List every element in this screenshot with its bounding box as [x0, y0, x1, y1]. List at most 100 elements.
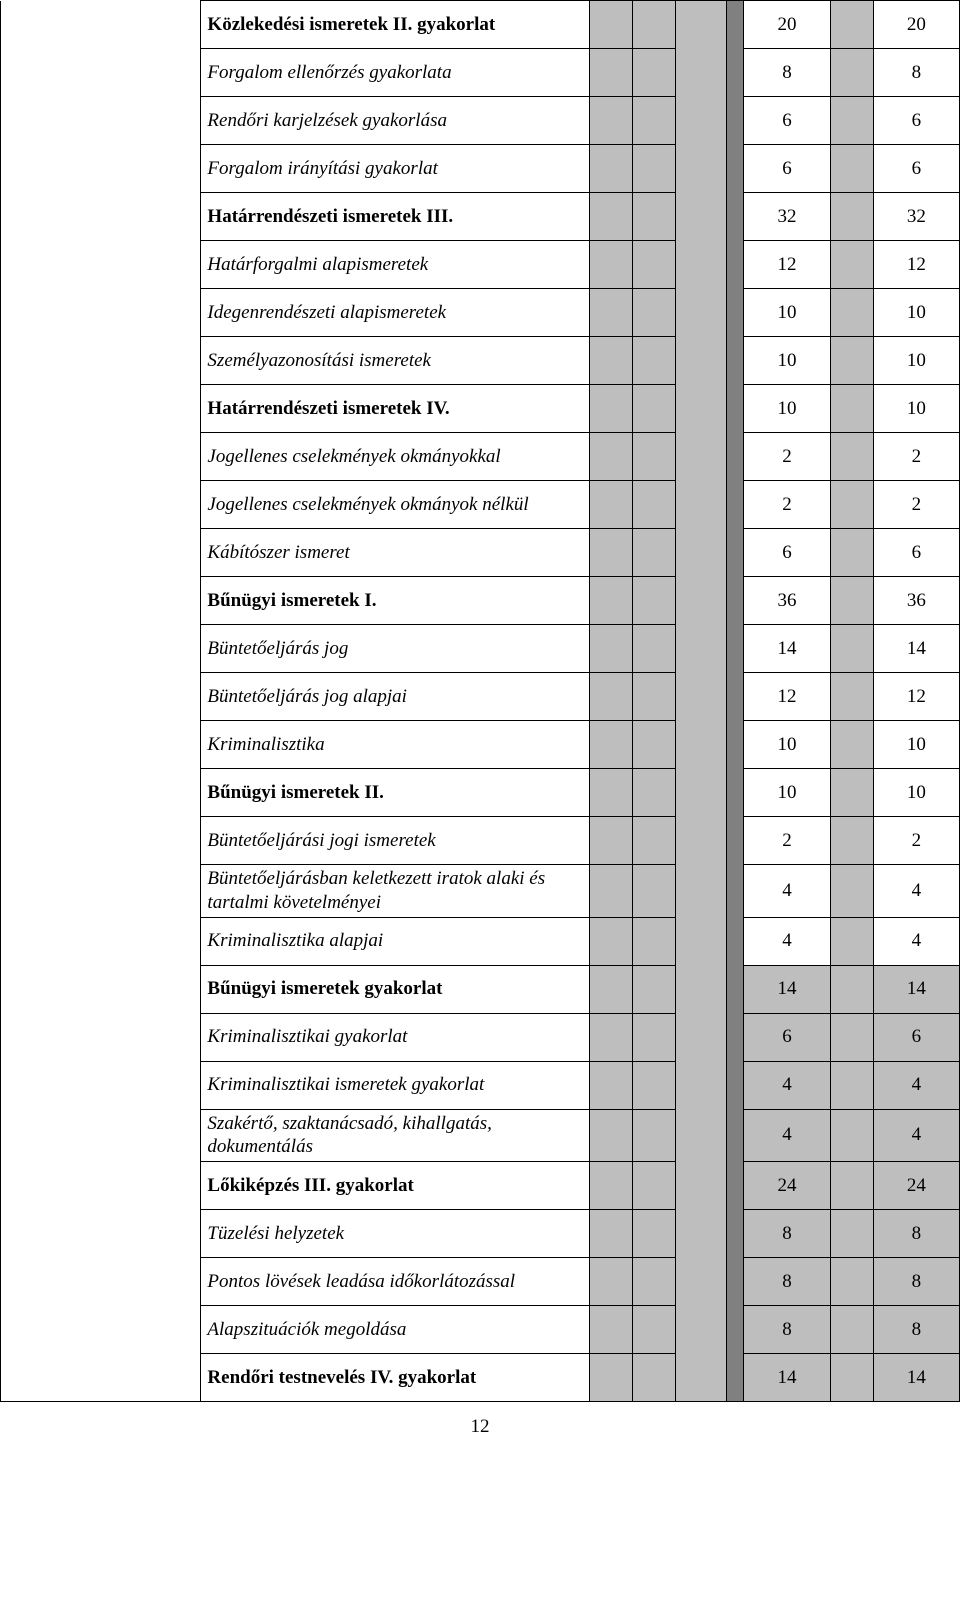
spacer-cell [830, 241, 873, 289]
row-label: Idegenrendészeti alapismeretek [201, 289, 589, 337]
value-cell-2: 2 [873, 433, 959, 481]
spacer-cell [830, 529, 873, 577]
value-cell-1: 4 [744, 1109, 830, 1162]
spacer-cell [589, 241, 632, 289]
spacer-cell [632, 1061, 675, 1109]
value-cell-1: 2 [744, 481, 830, 529]
value-cell-1: 12 [744, 673, 830, 721]
value-cell-1: 6 [744, 1013, 830, 1061]
row-label: Határrendészeti ismeretek IV. [201, 385, 589, 433]
value-cell-2: 4 [873, 865, 959, 918]
value-cell-1: 8 [744, 1306, 830, 1354]
row-label: Jogellenes cselekmények okmányok nélkül [201, 481, 589, 529]
spacer-cell [589, 1, 632, 49]
row-label: Határforgalmi alapismeretek [201, 241, 589, 289]
spacer-cell [589, 625, 632, 673]
spacer-cell [830, 965, 873, 1013]
spacer-cell [632, 865, 675, 918]
spacer-cell [830, 1109, 873, 1162]
spacer-cell [589, 337, 632, 385]
spacer-cell [632, 769, 675, 817]
value-cell-1: 20 [744, 1, 830, 49]
spacer-cell [632, 1162, 675, 1210]
spacer-cell [632, 97, 675, 145]
row-label: Alapszituációk megoldása [201, 1306, 589, 1354]
spacer-cell [830, 1258, 873, 1306]
spacer-cell [632, 721, 675, 769]
spacer-cell [589, 97, 632, 145]
spacer-cell [589, 145, 632, 193]
value-cell-1: 8 [744, 1210, 830, 1258]
spacer-cell [632, 433, 675, 481]
value-cell-2: 12 [873, 673, 959, 721]
table-row: Közlekedési ismeretek II. gyakorlat 20 20 [1, 1, 960, 49]
spacer-cell [632, 145, 675, 193]
spacer-cell [830, 49, 873, 97]
value-cell-1: 10 [744, 721, 830, 769]
value-cell-2: 10 [873, 289, 959, 337]
value-cell-1: 2 [744, 433, 830, 481]
spacer-cell [632, 1109, 675, 1162]
spacer-cell [589, 769, 632, 817]
value-cell-1: 6 [744, 145, 830, 193]
value-cell-2: 20 [873, 1, 959, 49]
spacer-cell [830, 673, 873, 721]
spacer-cell [589, 1354, 632, 1402]
value-cell-2: 4 [873, 917, 959, 965]
document-page: Közlekedési ismeretek II. gyakorlat 20 20 F… [0, 0, 960, 1448]
value-cell-1: 6 [744, 529, 830, 577]
value-cell-2: 2 [873, 817, 959, 865]
row-label: Szakértő, szaktanácsadó, kihallgatás, do… [201, 1109, 589, 1162]
spacer-cell [830, 769, 873, 817]
spacer-cell [830, 97, 873, 145]
spacer-cell [589, 385, 632, 433]
spacer-cell [589, 865, 632, 918]
row-label: Bűnügyi ismeretek I. [201, 577, 589, 625]
spacer-cell [589, 1061, 632, 1109]
value-cell-2: 10 [873, 721, 959, 769]
value-cell-1: 10 [744, 769, 830, 817]
spacer-cell [830, 1354, 873, 1402]
spacer-cell [589, 1109, 632, 1162]
value-cell-1: 4 [744, 1061, 830, 1109]
row-label: Büntetőeljárásban keletkezett iratok ala… [201, 865, 589, 918]
spacer-cell [632, 337, 675, 385]
spacer-cell [830, 481, 873, 529]
spacer-cell [830, 1061, 873, 1109]
row-label: Büntetőeljárási jogi ismeretek [201, 817, 589, 865]
row-label: Forgalom irányítási gyakorlat [201, 145, 589, 193]
row-label: Kriminalisztikai ismeretek gyakorlat [201, 1061, 589, 1109]
spacer-cell [632, 577, 675, 625]
row-label: Tüzelési helyzetek [201, 1210, 589, 1258]
spacer-cell [632, 1, 675, 49]
spacer-cell [632, 1258, 675, 1306]
row-label: Határrendészeti ismeretek III. [201, 193, 589, 241]
value-cell-1: 10 [744, 337, 830, 385]
spacer-cell [589, 817, 632, 865]
row-label: Kriminalisztika alapjai [201, 917, 589, 965]
spacer-cell [589, 433, 632, 481]
spacer-cell [589, 917, 632, 965]
spacer-cell [632, 49, 675, 97]
spacer-cell [830, 1306, 873, 1354]
row-label: Rendőri karjelzések gyakorlása [201, 97, 589, 145]
spacer-cell [632, 817, 675, 865]
spacer-cell [632, 193, 675, 241]
row-label: Közlekedési ismeretek II. gyakorlat [201, 1, 589, 49]
value-cell-1: 8 [744, 1258, 830, 1306]
mid-bar [726, 1, 744, 1402]
value-cell-1: 2 [744, 817, 830, 865]
spacer-cell [830, 337, 873, 385]
spacer-cell [589, 1258, 632, 1306]
value-cell-2: 4 [873, 1061, 959, 1109]
spacer-cell [589, 965, 632, 1013]
value-cell-2: 12 [873, 241, 959, 289]
spacer-cell [830, 433, 873, 481]
value-cell-2: 6 [873, 1013, 959, 1061]
spacer-cell [589, 673, 632, 721]
value-cell-2: 8 [873, 1258, 959, 1306]
spacer-cell [830, 577, 873, 625]
left-margin-cell [1, 1, 201, 1402]
row-label: Forgalom ellenőrzés gyakorlata [201, 49, 589, 97]
value-cell-2: 6 [873, 145, 959, 193]
